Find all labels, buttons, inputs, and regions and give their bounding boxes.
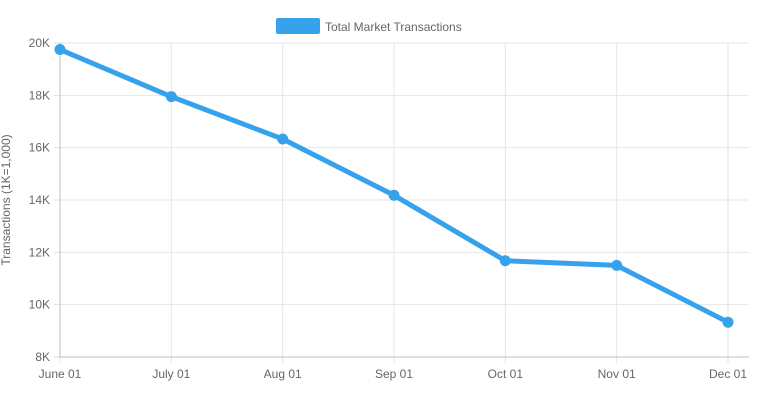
data-point[interactable]	[165, 91, 177, 103]
data-point[interactable]	[611, 259, 623, 271]
y-tick-label: 14K	[29, 193, 50, 207]
x-tick-label: June 01	[39, 367, 82, 381]
legend-label: Total Market Transactions	[325, 20, 462, 34]
y-axis-title: Transactions (1K=1,000)	[0, 134, 13, 265]
x-tick-label: Aug 01	[264, 367, 302, 381]
x-tick-label: Nov 01	[598, 367, 636, 381]
x-tick-label: July 01	[152, 367, 190, 381]
y-tick-label: 18K	[29, 88, 50, 102]
data-point[interactable]	[54, 44, 66, 56]
data-point[interactable]	[388, 189, 400, 201]
axes: 20K 18K 16K 14K 12K 10K 8K June 01 July 01 Aug 01…	[29, 36, 749, 381]
y-tick-label: 16K	[29, 141, 50, 155]
data-point[interactable]	[499, 255, 511, 267]
data-point[interactable]	[277, 133, 289, 145]
data-point[interactable]	[722, 316, 734, 328]
x-tick-label: Dec 01	[709, 367, 747, 381]
legend-swatch	[276, 18, 320, 34]
y-tick-label: 8K	[35, 350, 50, 364]
x-tick-label: Oct 01	[488, 367, 524, 381]
y-tick-label: 20K	[29, 36, 50, 50]
grid	[59, 42, 749, 363]
x-tick-label: Sep 01	[375, 367, 413, 381]
y-tick-label: 10K	[29, 298, 50, 312]
y-tick-label: 12K	[29, 245, 50, 259]
legend[interactable]: Total Market Transactions	[276, 18, 462, 34]
series	[54, 44, 734, 328]
